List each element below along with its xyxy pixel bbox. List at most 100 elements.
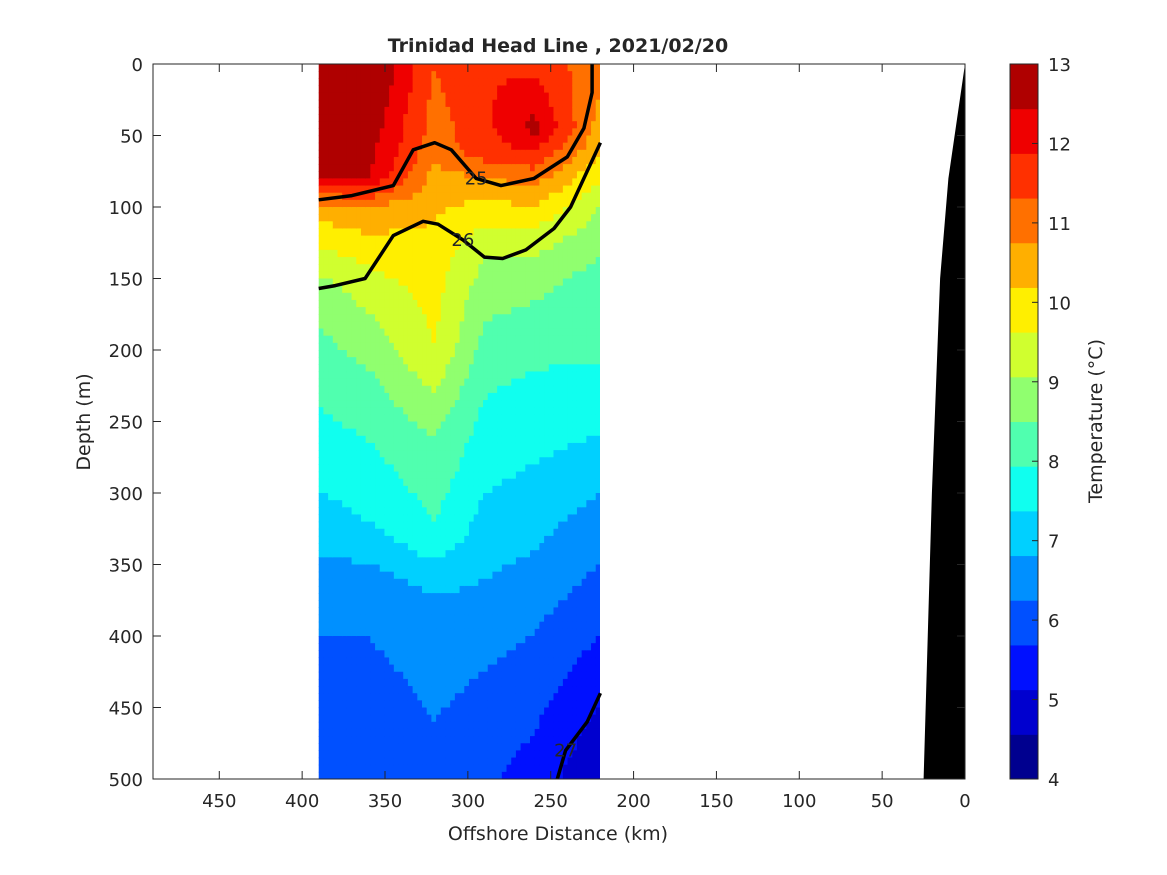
temperature-cell bbox=[454, 299, 461, 308]
temperature-cell bbox=[356, 764, 362, 773]
temperature-cell bbox=[337, 543, 343, 551]
temperature-cell bbox=[483, 428, 489, 437]
temperature-cell bbox=[525, 600, 531, 608]
temperature-cell bbox=[515, 414, 522, 423]
temperature-cell bbox=[422, 64, 428, 72]
temperature-cell bbox=[332, 350, 339, 358]
temperature-cell bbox=[473, 600, 479, 608]
temperature-cell bbox=[511, 228, 517, 237]
temperature-cell bbox=[393, 578, 400, 587]
temperature-cell bbox=[544, 478, 550, 487]
temperature-cell bbox=[501, 285, 508, 294]
temperature-cell bbox=[506, 457, 512, 465]
temperature-cell bbox=[487, 743, 494, 751]
temperature-cell bbox=[525, 221, 531, 230]
temperature-cell bbox=[431, 142, 437, 151]
temperature-cell bbox=[464, 442, 470, 451]
temperature-cell bbox=[440, 736, 447, 744]
temperature-cell bbox=[323, 99, 329, 108]
temperature-cell bbox=[459, 493, 465, 501]
temperature-cell bbox=[492, 278, 498, 287]
temperature-cell bbox=[483, 414, 489, 423]
temperature-cell bbox=[530, 264, 536, 272]
temperature-cell bbox=[337, 228, 343, 237]
temperature-cell bbox=[520, 614, 526, 623]
temperature-cell bbox=[478, 671, 484, 680]
temperature-cell bbox=[379, 736, 386, 744]
temperature-cell bbox=[337, 178, 343, 187]
temperature-cell bbox=[483, 199, 489, 208]
temperature-cell bbox=[393, 307, 400, 315]
temperature-cell bbox=[492, 71, 498, 79]
temperature-cell bbox=[318, 600, 325, 608]
temperature-cell bbox=[440, 628, 447, 637]
temperature-cell bbox=[534, 721, 540, 730]
temperature-cell bbox=[370, 507, 376, 516]
temperature-cell bbox=[318, 457, 325, 465]
temperature-cell bbox=[431, 185, 437, 194]
temperature-cell bbox=[389, 249, 395, 258]
temperature-cell bbox=[501, 321, 508, 330]
temperature-cell bbox=[412, 156, 418, 165]
temperature-cell bbox=[389, 657, 395, 666]
temperature-cell bbox=[501, 171, 508, 179]
temperature-cell bbox=[389, 221, 395, 230]
temperature-cell bbox=[436, 92, 442, 101]
temperature-cell bbox=[515, 478, 522, 487]
temperature-cell bbox=[384, 743, 390, 751]
temperature-cell bbox=[497, 135, 503, 144]
temperature-cell bbox=[534, 628, 540, 637]
temperature-cell bbox=[501, 114, 508, 122]
temperature-cell bbox=[483, 578, 489, 587]
temperature-cell bbox=[351, 614, 357, 623]
temperature-cell bbox=[351, 378, 357, 387]
temperature-cell bbox=[454, 371, 461, 380]
temperature-cell bbox=[492, 535, 498, 544]
temperature-cell bbox=[375, 636, 381, 644]
temperature-cell bbox=[337, 564, 343, 573]
temperature-cell bbox=[492, 736, 498, 744]
temperature-cell bbox=[450, 571, 456, 580]
temperature-cell bbox=[501, 221, 508, 230]
temperature-cell bbox=[328, 207, 334, 215]
temperature-cell bbox=[403, 485, 409, 494]
temperature-cell bbox=[351, 149, 357, 158]
temperature-cell bbox=[417, 285, 423, 294]
temperature-cell bbox=[450, 614, 456, 623]
temperature-cell bbox=[370, 550, 376, 558]
temperature-cell bbox=[323, 442, 329, 451]
temperature-cell bbox=[370, 457, 376, 465]
temperature-cell bbox=[492, 257, 498, 265]
temperature-cell bbox=[337, 428, 343, 437]
temperature-cell bbox=[459, 121, 465, 129]
temperature-cell bbox=[407, 700, 414, 709]
temperature-cell bbox=[548, 235, 555, 244]
temperature-cell bbox=[534, 357, 540, 365]
temperature-cell bbox=[351, 714, 357, 723]
temperature-cell bbox=[323, 650, 329, 659]
temperature-cell bbox=[440, 450, 447, 458]
temperature-cell bbox=[473, 535, 479, 544]
temperature-cell bbox=[511, 99, 517, 108]
temperature-cell bbox=[384, 142, 390, 151]
temperature-cell bbox=[351, 521, 357, 530]
temperature-cell bbox=[356, 771, 362, 779]
temperature-cell bbox=[539, 435, 545, 444]
temperature-cell bbox=[478, 385, 484, 394]
temperature-cell bbox=[422, 285, 428, 294]
temperature-cell bbox=[351, 736, 357, 744]
temperature-cell bbox=[360, 221, 367, 230]
temperature-cell bbox=[332, 214, 339, 222]
temperature-cell bbox=[468, 71, 475, 79]
temperature-cell bbox=[450, 414, 456, 423]
temperature-cell bbox=[426, 736, 432, 744]
temperature-cell bbox=[473, 750, 479, 759]
temperature-cell bbox=[375, 178, 381, 187]
temperature-cell bbox=[407, 471, 414, 480]
temperature-cell bbox=[318, 278, 325, 287]
temperature-cell bbox=[525, 593, 531, 601]
temperature-cell bbox=[530, 500, 536, 508]
temperature-cell bbox=[332, 671, 339, 680]
temperature-cell bbox=[407, 514, 414, 523]
temperature-cell bbox=[473, 521, 479, 530]
